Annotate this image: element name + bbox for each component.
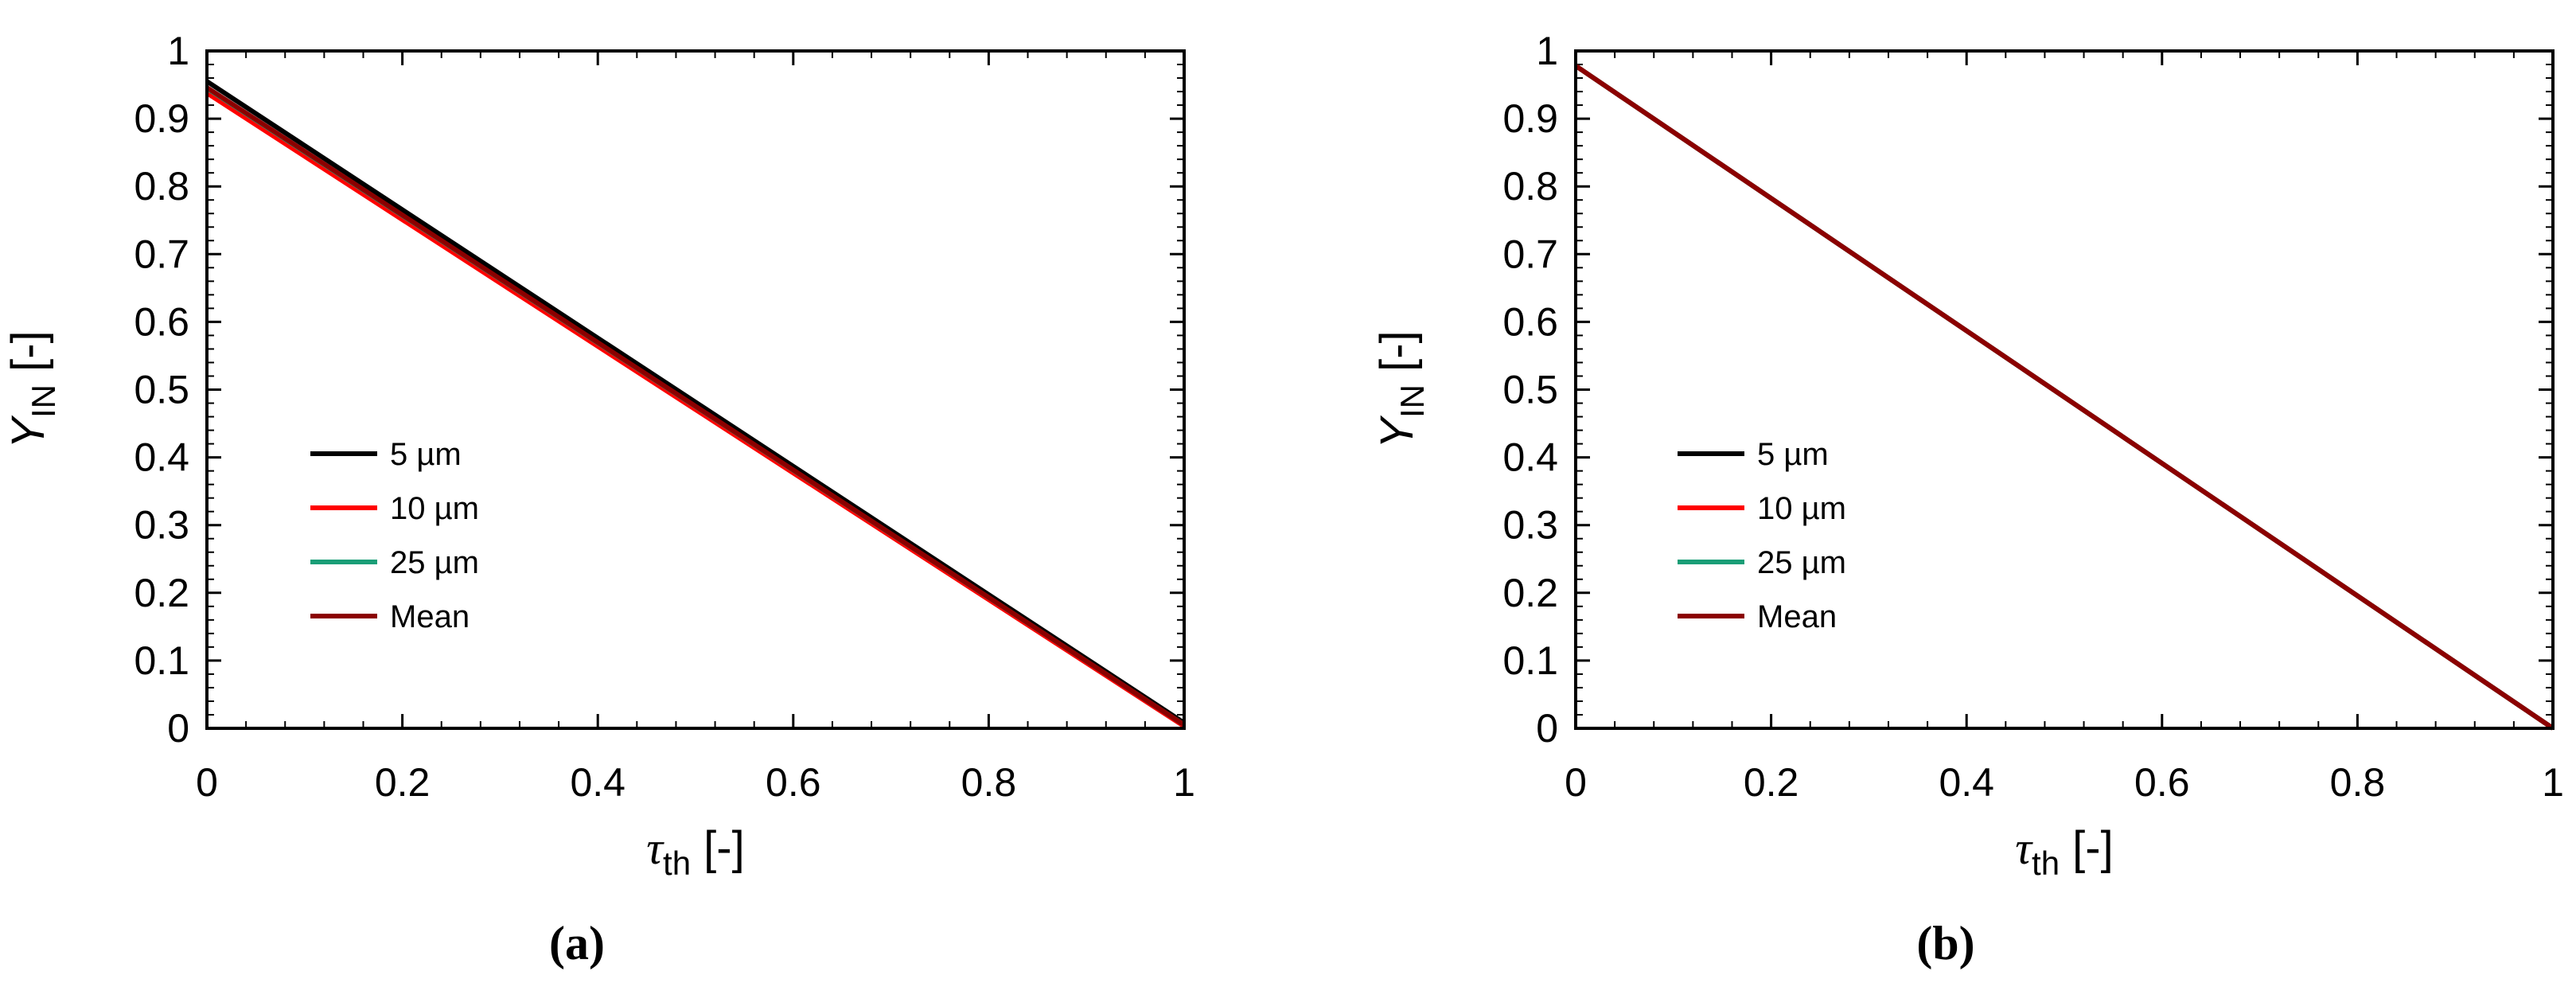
y-axis-subscript: IN <box>1393 384 1431 418</box>
legend-label: 10 µm <box>1757 491 1846 526</box>
panel-label: (a) <box>549 917 605 969</box>
panel-a-chart: 0 0.2 0.4 0.6 0.8 1 0 0.1 0.2 0.3 0.4 0.5 0.6 0.7 0.8 0… <box>2 29 1195 969</box>
y-tick-label: 0.1 <box>1502 638 1558 683</box>
y-tick-label: 1 <box>167 29 189 73</box>
y-axis-label: YIN [-] <box>1371 330 1431 448</box>
y-tick-label: 0.8 <box>1502 164 1558 209</box>
x-axis-subscript: th <box>663 845 691 882</box>
y-tick-label: 0.7 <box>1502 232 1558 276</box>
y-tick-label: 0.6 <box>134 299 189 344</box>
x-axis-unit: [-] <box>2060 822 2114 874</box>
x-axis-symbol: τ <box>646 822 664 874</box>
x-axis-subscript: th <box>2032 845 2060 882</box>
x-tick-label: 0.2 <box>1744 760 1799 805</box>
x-tick-label: 0.8 <box>961 760 1017 805</box>
legend-label: 10 µm <box>390 491 479 526</box>
series-line-4 <box>205 85 1186 728</box>
panel-label: (b) <box>1916 917 1974 969</box>
x-axis-symbol: τ <box>2015 822 2033 874</box>
y-tick-label: 0.8 <box>134 164 189 209</box>
x-tick-label: 0 <box>196 760 218 805</box>
x-tick-label: 0.4 <box>570 760 625 805</box>
y-axis-label: YIN [-] <box>2 330 62 448</box>
x-axis-label: τth [-] <box>646 822 744 882</box>
y-tick-label: 0.2 <box>1502 571 1558 615</box>
y-tick-label: 0.6 <box>1502 299 1558 344</box>
legend: 5 µm 10 µm 25 µm Mean <box>1678 437 1846 634</box>
x-axis-unit: [-] <box>691 822 745 874</box>
y-tick-label: 0.2 <box>134 571 189 615</box>
y-axis-unit: [-] <box>1371 330 1423 384</box>
y-axis-subscript: IN <box>25 384 62 418</box>
legend-label: 25 µm <box>390 545 479 580</box>
y-tick-label: 0 <box>1536 706 1558 751</box>
y-tick-label: 0.5 <box>1502 368 1558 412</box>
y-tick-label: 0.7 <box>134 232 189 276</box>
legend-label: Mean <box>390 599 470 634</box>
y-tick-label: 0 <box>167 706 189 751</box>
series-line-4 <box>1574 64 2555 731</box>
x-tick-label: 1 <box>2542 760 2564 805</box>
legend-label: Mean <box>1757 599 1837 634</box>
y-tick-label: 0.3 <box>134 503 189 548</box>
x-tick-label: 0.2 <box>375 760 431 805</box>
legend: 5 µm 10 µm 25 µm Mean <box>310 437 479 634</box>
plot-frame <box>1574 49 2555 730</box>
y-tick-label: 0.4 <box>1502 435 1558 480</box>
x-axis-label: τth [-] <box>2015 822 2113 882</box>
legend-label: 5 µm <box>1757 437 1829 472</box>
y-tick-label: 0.4 <box>134 435 189 480</box>
y-tick-label: 0.5 <box>134 368 189 412</box>
x-tick-label: 1 <box>1173 760 1195 805</box>
y-tick-label: 0.9 <box>1502 96 1558 141</box>
plot-frame <box>205 49 1186 730</box>
y-tick-label: 1 <box>1536 29 1558 73</box>
x-tick-label: 0 <box>1565 760 1587 805</box>
x-tick-label: 0.4 <box>1939 760 1994 805</box>
y-axis-symbol: Y <box>2 415 54 449</box>
y-axis-unit: [-] <box>2 330 54 384</box>
legend-label: 5 µm <box>390 437 462 472</box>
legend-label: 25 µm <box>1757 545 1846 580</box>
panel-b-chart: 0 0.2 0.4 0.6 0.8 1 0 0.1 0.2 0.3 0.4 0.5 0.6 0.7 0.8 0… <box>1371 29 2564 969</box>
x-tick-label: 0.6 <box>2134 760 2190 805</box>
y-tick-label: 0.1 <box>134 638 189 683</box>
x-tick-label: 0.6 <box>766 760 821 805</box>
y-axis-symbol: Y <box>1371 415 1423 449</box>
y-tick-label: 0.3 <box>1502 503 1558 548</box>
x-tick-label: 0.8 <box>2330 760 2386 805</box>
y-tick-label: 0.9 <box>134 96 189 141</box>
